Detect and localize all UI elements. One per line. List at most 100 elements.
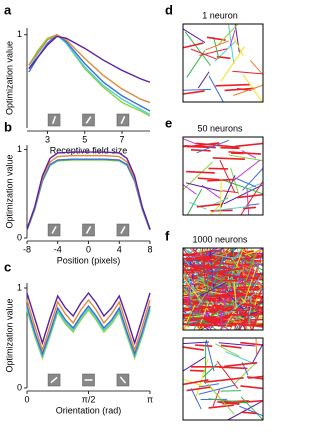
segment [210,295,244,318]
y-tick-label: 0 [17,382,22,392]
series-line [26,298,151,353]
segment [207,178,235,182]
segment [232,287,264,310]
segment [213,293,229,297]
segment [216,360,239,389]
segment-frame [182,337,264,421]
segment [229,247,243,266]
segment [241,150,257,159]
panel-label: e [165,115,172,130]
panel-title: 50 neurons [197,123,243,133]
segment [228,24,235,65]
segment [182,138,197,145]
segment-frame [182,247,264,331]
segment [234,142,264,148]
segment [189,201,207,210]
segment [209,302,231,305]
segment [182,88,211,91]
segment [198,384,235,395]
segment [212,389,221,407]
segment [242,167,264,191]
segment [248,375,264,379]
segment [190,388,202,410]
y-axis-label: Optimization value [4,41,14,115]
segment [235,288,261,291]
stimulus-bar [120,116,126,124]
segment [228,313,258,317]
segment [216,55,231,60]
segment-field [182,138,264,216]
segment [213,36,220,59]
segment [236,262,258,273]
segment [223,284,228,299]
segment [189,261,194,283]
x-tick-label: 4 [117,244,122,254]
segment [204,277,215,302]
x-tick-label: 3 [45,134,50,144]
segment [182,90,205,95]
segment [243,254,255,284]
segment [218,307,244,312]
segment [195,344,213,347]
segment-frame [182,136,264,216]
segment [197,281,219,291]
series-line [26,154,151,230]
segment [241,310,259,318]
segment [182,276,209,311]
segment [234,362,257,384]
segment [199,275,237,290]
segment [182,266,192,279]
segment [208,398,247,404]
segment [182,379,209,386]
segment [224,180,264,195]
series-line [28,35,151,83]
segment [223,292,256,299]
segment [228,154,263,162]
stimulus-bar [85,116,92,124]
segment [190,48,217,60]
segment [220,46,245,82]
segment [186,386,212,392]
y-tick-label: 0 [17,232,22,242]
segment [189,298,195,321]
segment [204,253,230,283]
x-tick-label: 8 [147,244,152,254]
y-tick-label: 1 [17,29,22,39]
segment [231,159,261,182]
segment [244,302,264,318]
series-line [26,291,151,346]
stimulus-bar [50,376,58,384]
y-axis-label: Optimization value [4,154,14,228]
segment [182,161,214,191]
segment [213,256,224,284]
segment [182,184,197,195]
segment [246,203,260,207]
segment [187,142,220,148]
x-tick-label: -4 [54,244,62,254]
series-line [28,33,151,104]
segment-field [182,23,264,103]
segment [219,159,236,194]
segment [185,182,222,192]
segment [197,306,221,331]
stimulus-bar [85,226,92,234]
segment [217,267,243,273]
segment [192,248,209,264]
segment [240,181,264,216]
stimulus-bar [51,226,57,234]
segment [196,203,222,208]
segment [240,385,264,390]
segment [182,42,204,49]
stimulus-bar [51,115,57,125]
panel-label: b [4,119,12,134]
segment [197,71,210,89]
segment [208,75,224,103]
segment [245,250,258,282]
stimulus-bar [119,376,127,384]
segment [230,167,240,195]
segment [234,177,257,188]
segment [200,282,227,297]
segment [218,342,256,347]
segment [246,188,250,216]
